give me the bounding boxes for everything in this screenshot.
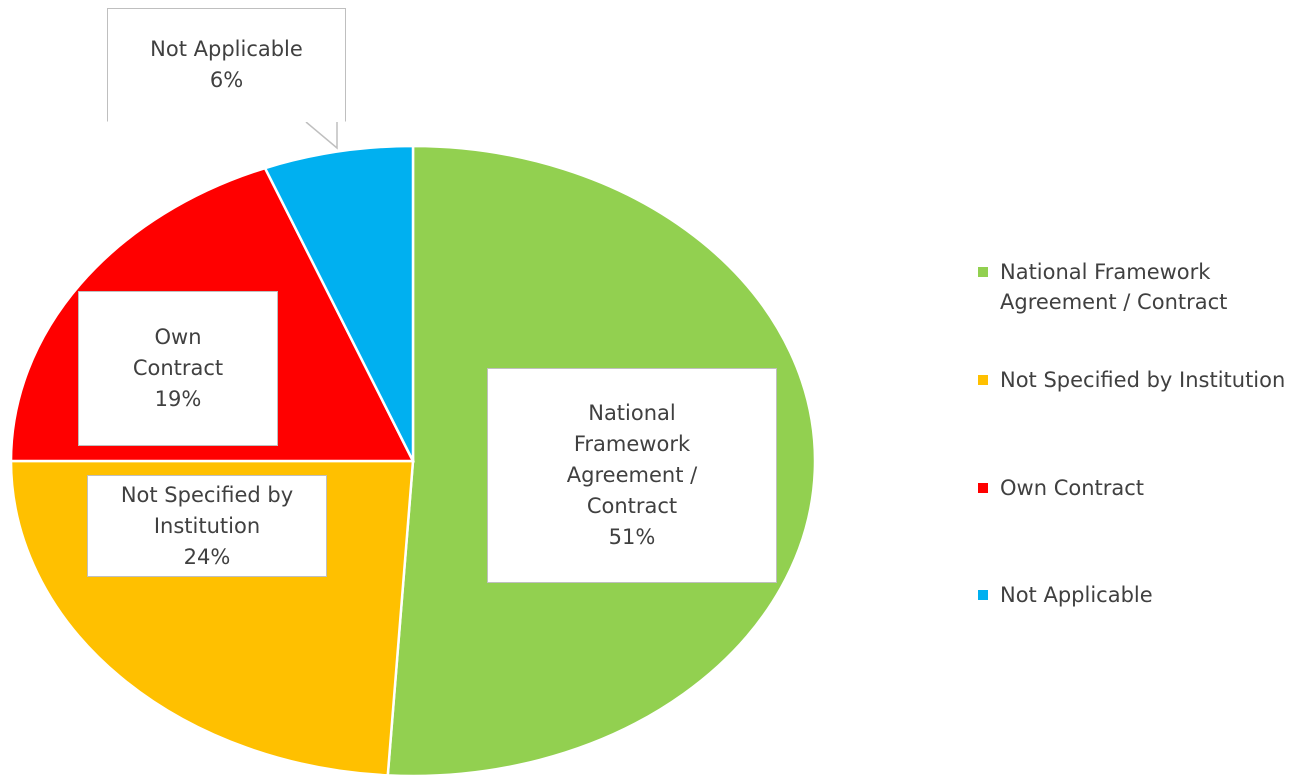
legend-label: Own Contract	[1000, 476, 1145, 500]
legend-entry: Not Applicable	[978, 580, 1299, 610]
legend-entry: Not Specified by Institution	[978, 365, 1299, 395]
data-label: National Framework Agreement / Contract 5…	[487, 368, 777, 583]
data-label-name: National Framework Agreement / Contract	[566, 401, 698, 518]
pie-slice	[263, 144, 415, 462]
data-label: Own Contract 19%	[78, 291, 278, 446]
data-label-value: 24%	[183, 544, 231, 569]
data-label: Not Specified by Institution 24%	[87, 475, 327, 577]
legend-swatch	[978, 267, 988, 277]
data-label: Not Applicable 6%	[107, 8, 346, 122]
data-label-value: 6%	[209, 68, 244, 92]
legend-swatch	[978, 483, 988, 493]
legend-label: Not Applicable	[1000, 583, 1153, 607]
data-label-value: 19%	[154, 387, 202, 411]
legend-label: Not Specified by Institution	[1000, 368, 1286, 392]
legend-entry: Own Contract	[978, 473, 1299, 503]
legend-swatch	[978, 590, 988, 600]
data-label-value: 51%	[608, 525, 656, 549]
data-label-name: Not Specified by Institution	[120, 482, 294, 538]
callout-pointer	[305, 121, 338, 150]
legend-entry: National Framework Agreement / Contract	[978, 257, 1299, 317]
legend-swatch	[978, 375, 988, 385]
legend-label: National Framework Agreement / Contract	[1000, 260, 1228, 314]
data-label-name: Own Contract	[132, 325, 224, 380]
data-label-name: Not Applicable	[150, 37, 303, 61]
